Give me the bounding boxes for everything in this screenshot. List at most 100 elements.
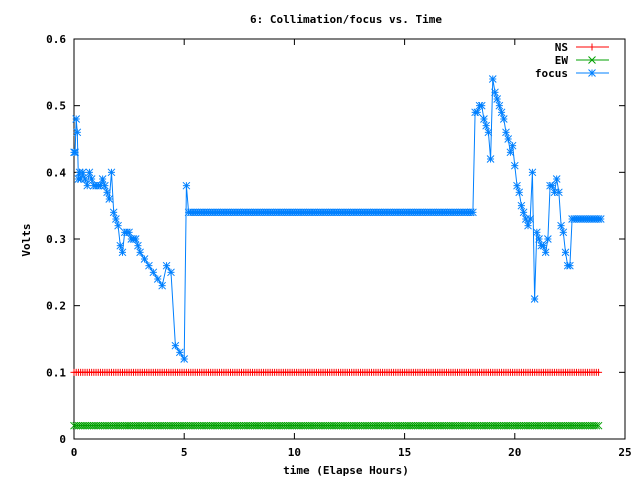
series-line-focus bbox=[74, 78, 601, 361]
data-point bbox=[118, 248, 127, 257]
data-point bbox=[594, 421, 603, 430]
data-point bbox=[473, 108, 482, 117]
data-point bbox=[508, 141, 517, 150]
data-point bbox=[519, 208, 528, 217]
data-point bbox=[493, 95, 502, 103]
data-point bbox=[491, 88, 499, 97]
data-point bbox=[134, 241, 142, 250]
legend-marker bbox=[588, 43, 596, 51]
data-point bbox=[125, 228, 133, 237]
x-tick-label: 0 bbox=[71, 446, 78, 459]
chart-title: 6: Collimation/focus vs. Time bbox=[250, 13, 442, 26]
data-point bbox=[596, 215, 605, 223]
data-point bbox=[595, 368, 603, 376]
data-point bbox=[85, 168, 94, 177]
data-point bbox=[136, 248, 144, 257]
legend-label-ns: NS bbox=[555, 41, 568, 54]
x-tick-label: 10 bbox=[288, 446, 301, 459]
data-point bbox=[103, 188, 111, 197]
data-point bbox=[482, 121, 491, 130]
data-point bbox=[140, 255, 149, 263]
data-point bbox=[105, 195, 114, 203]
data-point bbox=[548, 181, 557, 190]
data-point bbox=[526, 215, 535, 223]
data-point bbox=[109, 208, 118, 217]
data-point bbox=[149, 268, 158, 277]
data-point bbox=[517, 201, 526, 210]
data-point bbox=[114, 221, 122, 230]
data-point bbox=[557, 221, 565, 230]
data-point bbox=[532, 228, 541, 237]
data-point bbox=[484, 128, 493, 137]
series-ns bbox=[70, 368, 603, 376]
data-point bbox=[182, 181, 191, 190]
x-tick-label: 20 bbox=[508, 446, 521, 459]
data-point bbox=[535, 235, 543, 243]
data-point bbox=[171, 341, 180, 350]
legend: NS EW focus bbox=[535, 41, 609, 80]
data-point bbox=[504, 135, 513, 143]
y-tick-label: 0.4 bbox=[46, 166, 66, 179]
y-tick-label: 0 bbox=[59, 433, 66, 446]
data-point bbox=[552, 175, 561, 183]
data-point bbox=[480, 115, 488, 123]
data-point bbox=[561, 248, 570, 257]
legend-label-focus: focus bbox=[535, 67, 568, 80]
data-point bbox=[153, 275, 162, 283]
data-point bbox=[78, 168, 87, 177]
data-point bbox=[71, 148, 79, 157]
data-point bbox=[528, 168, 537, 177]
data-point bbox=[530, 295, 539, 303]
y-tick-label: 0.6 bbox=[46, 33, 66, 46]
data-point bbox=[73, 128, 82, 137]
data-point bbox=[497, 108, 506, 117]
data-point bbox=[555, 188, 563, 197]
data-point bbox=[131, 235, 140, 243]
data-point bbox=[544, 235, 552, 243]
data-point bbox=[112, 215, 120, 223]
data-point bbox=[539, 241, 548, 250]
x-tick-label: 15 bbox=[398, 446, 411, 459]
x-tick-label: 5 bbox=[181, 446, 188, 459]
data-point bbox=[506, 148, 515, 157]
data-point bbox=[541, 248, 550, 257]
data-point bbox=[83, 181, 92, 190]
data-point bbox=[107, 168, 116, 177]
data-point bbox=[101, 181, 109, 190]
data-point bbox=[469, 208, 477, 217]
data-point bbox=[559, 228, 568, 237]
y-tick-label: 0.1 bbox=[46, 366, 66, 379]
data-point bbox=[510, 161, 519, 170]
data-point bbox=[486, 155, 495, 163]
data-point bbox=[502, 128, 510, 137]
data-point bbox=[145, 261, 153, 270]
x-tick-label: 25 bbox=[618, 446, 631, 459]
y-axis-label: Volts bbox=[20, 223, 33, 256]
data-point bbox=[566, 261, 574, 270]
data-point bbox=[524, 221, 532, 230]
x-axis-label: time (Elapse Hours) bbox=[283, 464, 409, 477]
y-tick-label: 0.3 bbox=[46, 233, 66, 246]
data-point bbox=[116, 241, 125, 250]
data-point bbox=[162, 261, 171, 270]
data-point bbox=[180, 355, 189, 363]
series-ew bbox=[70, 421, 603, 430]
data-point bbox=[98, 175, 107, 183]
legend-marker bbox=[588, 56, 596, 64]
y-tick-label: 0.2 bbox=[46, 300, 66, 313]
data-point bbox=[513, 181, 521, 190]
data-point bbox=[495, 101, 504, 110]
data-point bbox=[175, 348, 184, 357]
data-point bbox=[477, 101, 486, 110]
data-point bbox=[167, 268, 175, 277]
data-point bbox=[81, 175, 89, 183]
series-focus bbox=[70, 75, 605, 363]
data-point bbox=[158, 281, 167, 290]
data-point bbox=[499, 115, 508, 123]
legend-marker bbox=[588, 69, 596, 77]
legend-label-ew: EW bbox=[555, 54, 569, 67]
data-point bbox=[72, 115, 81, 123]
data-point bbox=[592, 421, 601, 430]
data-point bbox=[87, 175, 96, 183]
